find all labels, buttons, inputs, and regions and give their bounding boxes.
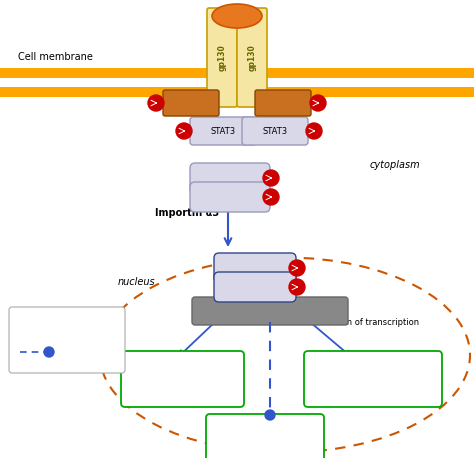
Circle shape: [289, 260, 305, 276]
Text: Cell proliferation: Cell proliferation: [147, 366, 218, 376]
FancyBboxPatch shape: [242, 117, 308, 145]
Bar: [0, 87, 474, 97]
Text: JAK2: JAK2: [272, 98, 294, 108]
FancyBboxPatch shape: [121, 351, 244, 407]
Text: gp130: gp130: [247, 44, 256, 71]
FancyBboxPatch shape: [214, 253, 296, 283]
FancyBboxPatch shape: [304, 351, 442, 407]
FancyBboxPatch shape: [9, 307, 125, 373]
FancyBboxPatch shape: [207, 8, 237, 107]
Text: STAT3: STAT3: [237, 283, 263, 291]
Text: STAT3: STAT3: [210, 126, 236, 136]
Circle shape: [265, 410, 275, 420]
Text: DNA: DNA: [258, 306, 282, 316]
Text: IL6: IL6: [228, 11, 246, 21]
Text: nucleus: nucleus: [118, 277, 155, 287]
Text: Importin α3: Importin α3: [155, 208, 219, 218]
Circle shape: [310, 95, 326, 111]
Circle shape: [148, 95, 164, 111]
Circle shape: [263, 189, 279, 205]
FancyBboxPatch shape: [237, 8, 267, 107]
Text: STAT3: STAT3: [263, 126, 288, 136]
Circle shape: [263, 170, 279, 186]
Bar: [0, 68, 474, 78]
Text: inhibition: inhibition: [58, 348, 97, 356]
Text: Cell survival: Cell survival: [347, 366, 399, 376]
Text: activation: activation: [58, 323, 100, 333]
FancyBboxPatch shape: [163, 90, 219, 116]
Circle shape: [306, 123, 322, 139]
Text: Cyclin D1: Cyclin D1: [163, 383, 202, 392]
Text: Apoptosis: Apoptosis: [245, 429, 285, 438]
FancyBboxPatch shape: [192, 297, 348, 325]
Text: P53, PTEN: P53, PTEN: [244, 445, 286, 454]
Text: cytoplasm: cytoplasm: [370, 160, 420, 170]
Circle shape: [44, 347, 54, 357]
FancyBboxPatch shape: [190, 182, 270, 212]
FancyBboxPatch shape: [206, 414, 324, 458]
Text: STAT3: STAT3: [237, 263, 263, 273]
Text: STAT3: STAT3: [212, 192, 237, 202]
Text: Cell membrane: Cell membrane: [18, 52, 93, 62]
Text: Bcl2, Bcl xl, Mcl-1: Bcl2, Bcl xl, Mcl-1: [339, 383, 406, 392]
FancyBboxPatch shape: [190, 163, 270, 193]
Text: JAK2: JAK2: [180, 98, 202, 108]
Ellipse shape: [212, 4, 262, 28]
FancyBboxPatch shape: [214, 272, 296, 302]
Text: gp130: gp130: [218, 44, 227, 71]
Text: Activation of transcription: Activation of transcription: [310, 318, 419, 327]
FancyBboxPatch shape: [255, 90, 311, 116]
Circle shape: [176, 123, 192, 139]
Circle shape: [289, 279, 305, 295]
FancyBboxPatch shape: [190, 117, 256, 145]
Text: STAT3: STAT3: [212, 174, 237, 182]
